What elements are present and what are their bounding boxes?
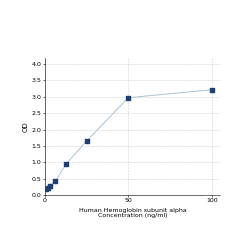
X-axis label: Human Hemoglobin subunit alpha
Concentration (ng/ml): Human Hemoglobin subunit alpha Concentra… [78,208,186,218]
Point [126,96,130,100]
Point [210,88,214,92]
Point [54,179,58,183]
Point [64,162,68,166]
Y-axis label: OD: OD [23,121,29,132]
Point [44,187,48,191]
Point [85,139,89,143]
Point [48,184,52,188]
Point [46,186,50,190]
